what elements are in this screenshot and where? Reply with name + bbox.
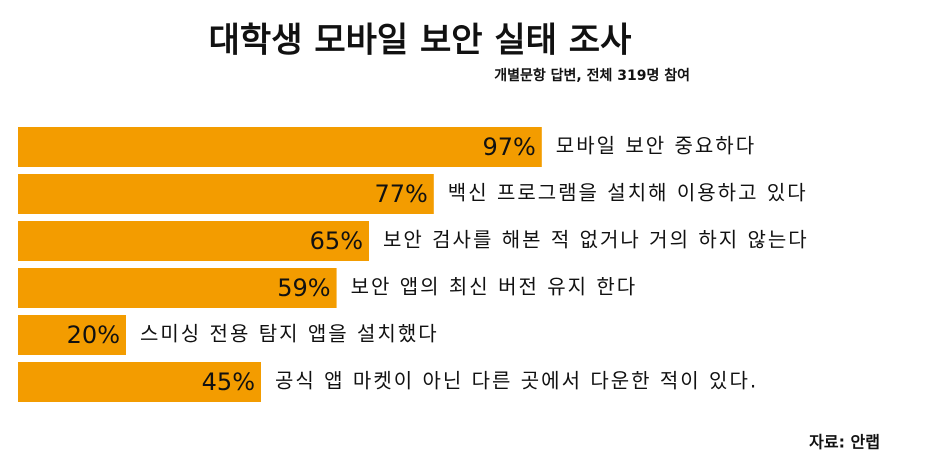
source: 자료: 안랩 (809, 433, 880, 452)
bar (18, 174, 434, 214)
bar (18, 362, 261, 402)
value-label: 97% (482, 133, 535, 161)
value-label: 20% (67, 321, 120, 349)
chart-subtitle: 개별문항 답변, 전체 319명 참여 (494, 67, 690, 84)
chart-title: 대학생 모바일 보안 실태 조사 (209, 21, 632, 61)
bar (18, 315, 126, 355)
category-label: 백신 프로그램을 설치해 이용하고 있다 (448, 181, 808, 205)
bar (18, 127, 542, 167)
bar (18, 268, 337, 308)
bar (18, 221, 369, 261)
value-label: 65% (310, 227, 363, 255)
category-label: 모바일 보안 중요하다 (556, 134, 756, 158)
value-label: 77% (374, 180, 427, 208)
value-label: 45% (202, 368, 255, 396)
value-label: 59% (277, 274, 330, 302)
category-label: 공식 앱 마켓이 아닌 다른 곳에서 다운한 적이 있다. (275, 369, 758, 393)
category-label: 보안 검사를 해본 적 없거나 거의 하지 않는다 (383, 228, 809, 252)
category-label: 보안 앱의 최신 버전 유지 한다 (351, 275, 638, 299)
category-label: 스미싱 전용 탐지 앱을 설치했다 (140, 322, 439, 346)
